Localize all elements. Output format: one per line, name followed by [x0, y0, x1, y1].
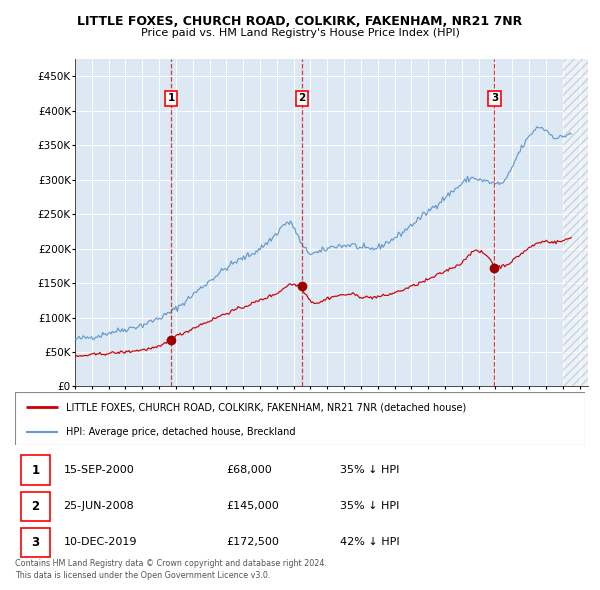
- Text: £172,500: £172,500: [226, 537, 279, 548]
- FancyBboxPatch shape: [20, 455, 50, 485]
- Text: 35% ↓ HPI: 35% ↓ HPI: [340, 502, 399, 512]
- Text: 2: 2: [298, 93, 305, 103]
- Text: £68,000: £68,000: [226, 466, 272, 475]
- Text: HPI: Average price, detached house, Breckland: HPI: Average price, detached house, Brec…: [66, 427, 296, 437]
- Text: 3: 3: [31, 536, 40, 549]
- FancyBboxPatch shape: [20, 491, 50, 521]
- Text: 1: 1: [167, 93, 175, 103]
- Text: 25-JUN-2008: 25-JUN-2008: [64, 502, 134, 512]
- FancyBboxPatch shape: [15, 392, 585, 445]
- Text: LITTLE FOXES, CHURCH ROAD, COLKIRK, FAKENHAM, NR21 7NR (detached house): LITTLE FOXES, CHURCH ROAD, COLKIRK, FAKE…: [66, 402, 467, 412]
- Text: 3: 3: [491, 93, 498, 103]
- Text: Contains HM Land Registry data © Crown copyright and database right 2024.
This d: Contains HM Land Registry data © Crown c…: [15, 559, 327, 580]
- Text: LITTLE FOXES, CHURCH ROAD, COLKIRK, FAKENHAM, NR21 7NR: LITTLE FOXES, CHURCH ROAD, COLKIRK, FAKE…: [77, 15, 523, 28]
- Text: 2: 2: [31, 500, 40, 513]
- Text: 15-SEP-2000: 15-SEP-2000: [64, 466, 134, 475]
- Text: Price paid vs. HM Land Registry's House Price Index (HPI): Price paid vs. HM Land Registry's House …: [140, 28, 460, 38]
- Text: 1: 1: [31, 464, 40, 477]
- Text: 42% ↓ HPI: 42% ↓ HPI: [340, 537, 400, 548]
- Text: 35% ↓ HPI: 35% ↓ HPI: [340, 466, 399, 475]
- Text: £145,000: £145,000: [226, 502, 278, 512]
- Bar: [563, 59, 588, 386]
- FancyBboxPatch shape: [20, 527, 50, 557]
- Text: 10-DEC-2019: 10-DEC-2019: [64, 537, 137, 548]
